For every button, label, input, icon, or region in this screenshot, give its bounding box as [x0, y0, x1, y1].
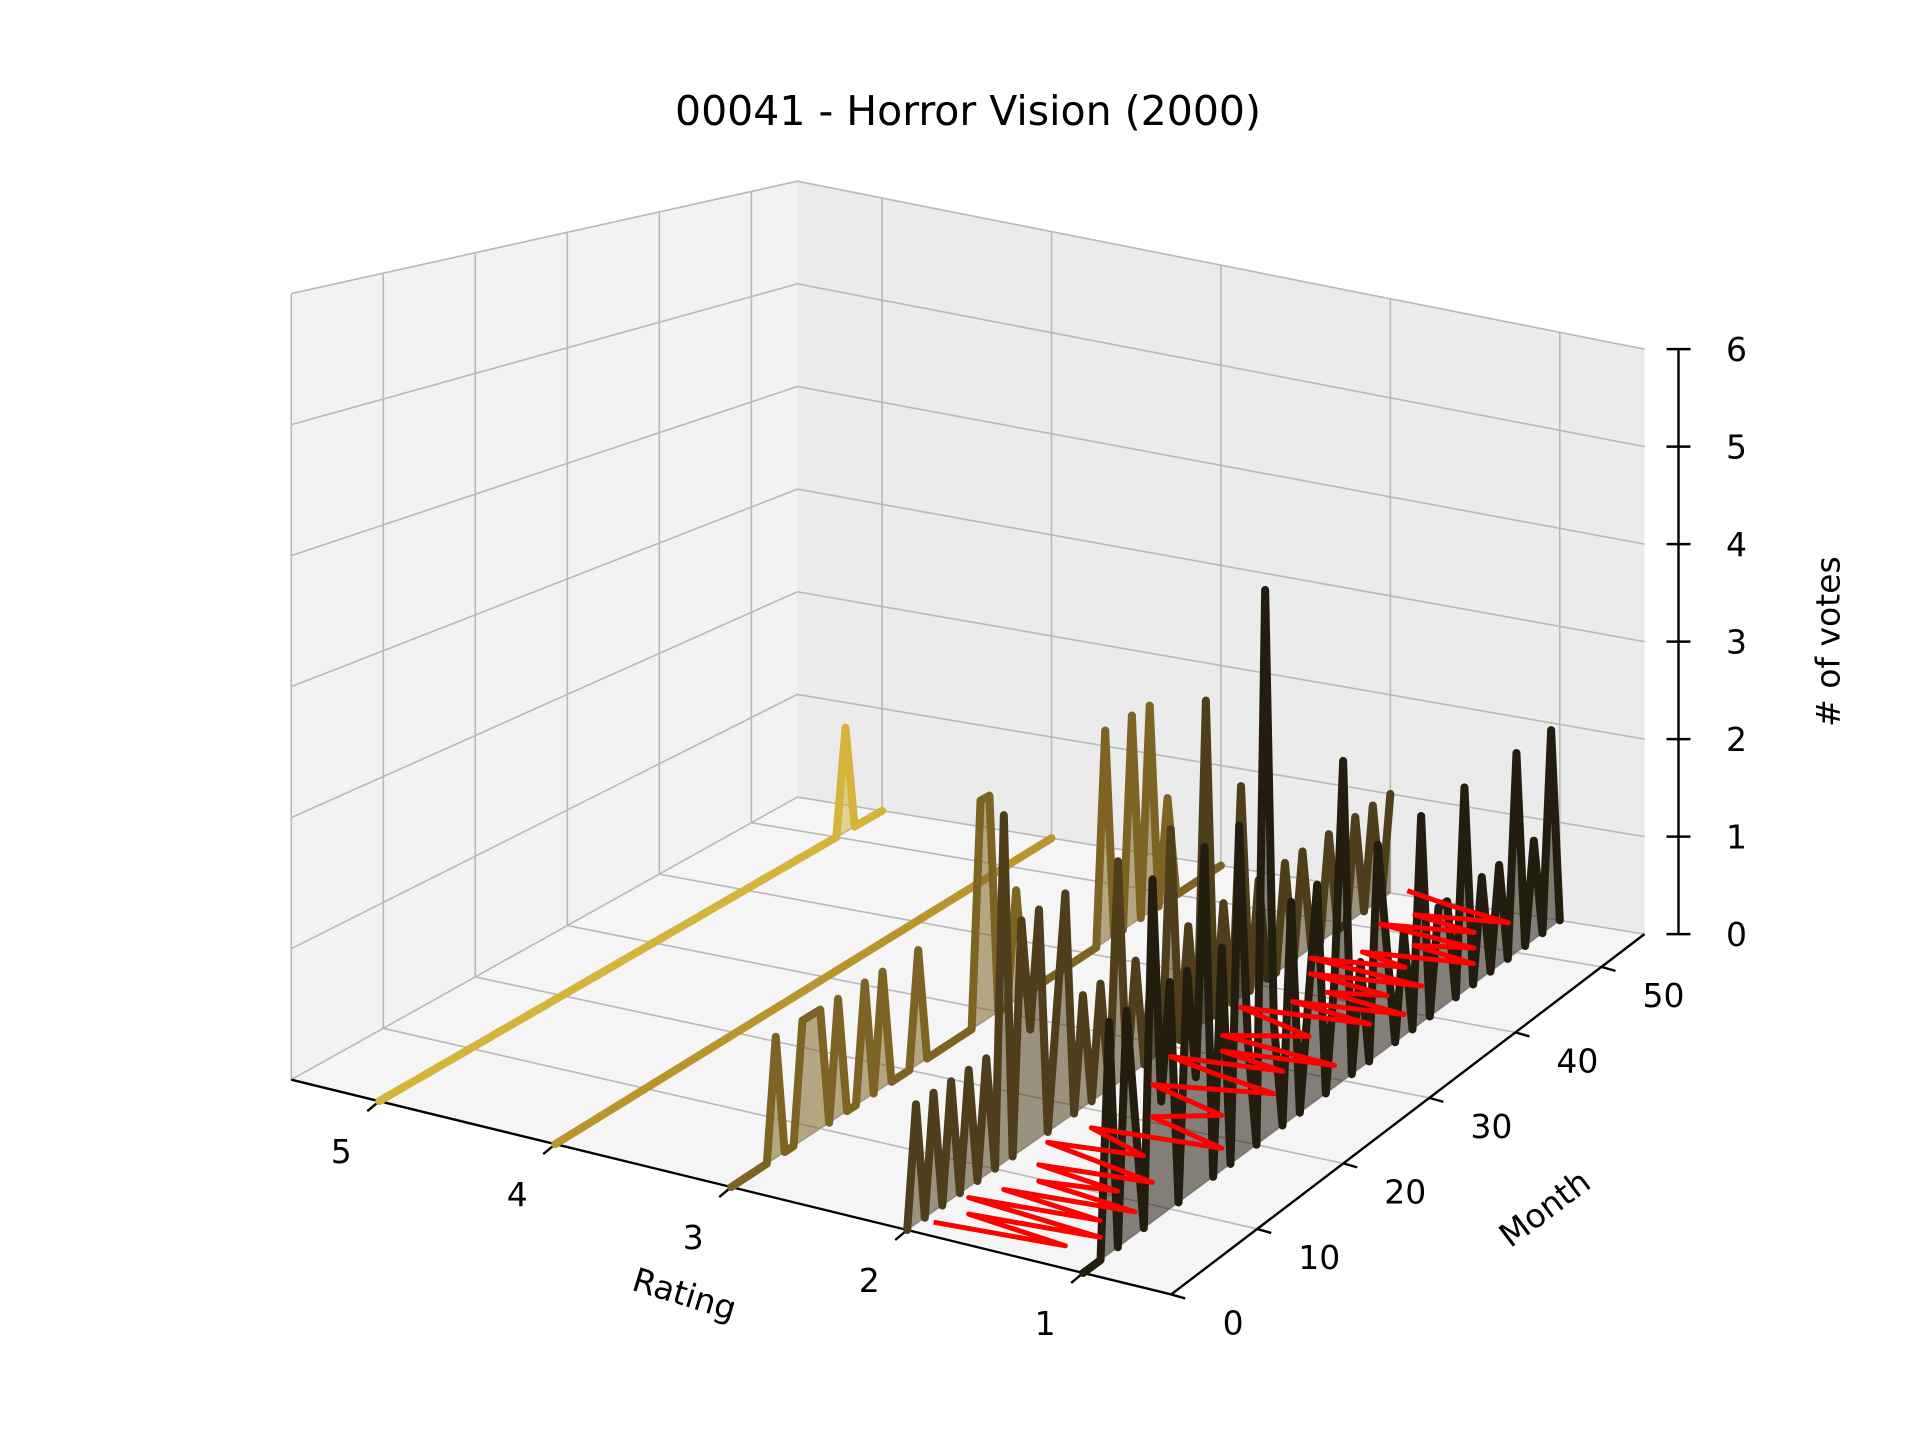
y-tick-mark	[1256, 1227, 1272, 1235]
z-tick-label: 1	[1726, 818, 1747, 857]
z-axis-title: # of votes	[1809, 556, 1848, 727]
y-tick-mark	[1170, 1293, 1186, 1300]
data-series	[375, 585, 1564, 1277]
y-tick-mark	[1429, 1096, 1444, 1104]
series-area-rating-2	[907, 700, 1391, 1231]
y-tick-label: 20	[1384, 1172, 1426, 1211]
z-tick-label: 5	[1726, 428, 1747, 467]
axes-panes	[291, 181, 1645, 1295]
series-area-rating-1	[1083, 589, 1560, 1273]
x-tick-label: 1	[1035, 1304, 1056, 1343]
z-tick-label: 4	[1726, 525, 1747, 564]
y-axis-line	[1170, 933, 1646, 1296]
y-tick-label: 10	[1298, 1238, 1340, 1277]
z-gridline	[291, 180, 1645, 350]
z-gridline	[290, 590, 1645, 819]
series-line-rating-4	[551, 834, 1056, 1149]
y-tick-label: 40	[1556, 1041, 1598, 1080]
y-tick-mark	[1342, 1162, 1358, 1169]
y-tick-mark	[1601, 965, 1616, 973]
y-tick-label: 50	[1642, 976, 1684, 1015]
x-tick-label: 4	[507, 1175, 528, 1214]
z-tick-label: 0	[1726, 915, 1747, 954]
red-trace-line	[933, 888, 1512, 1249]
series-line-rating-3	[727, 701, 1225, 1192]
z-tick-label: 6	[1726, 330, 1747, 369]
z-tick-label: 2	[1726, 720, 1747, 759]
y-tick-label: 0	[1223, 1303, 1244, 1342]
left-pane	[291, 181, 798, 1080]
z-gridline	[291, 385, 1645, 557]
z-gridline	[290, 693, 1645, 950]
x-tick-label: 5	[331, 1132, 352, 1171]
x-tick-label: 3	[683, 1218, 704, 1257]
chart-title: 00041 - Horror Vision (2000)	[675, 87, 1261, 135]
z-gridline	[290, 488, 1645, 688]
x-tick-label: 2	[859, 1261, 880, 1300]
series-line-rating-5	[375, 723, 887, 1106]
z-tick-label: 3	[1726, 623, 1747, 662]
z-gridline	[291, 283, 1645, 448]
series-line-rating-1	[1079, 585, 1564, 1277]
y-tick-label: 30	[1470, 1107, 1512, 1146]
y-tick-mark	[1515, 1031, 1530, 1038]
